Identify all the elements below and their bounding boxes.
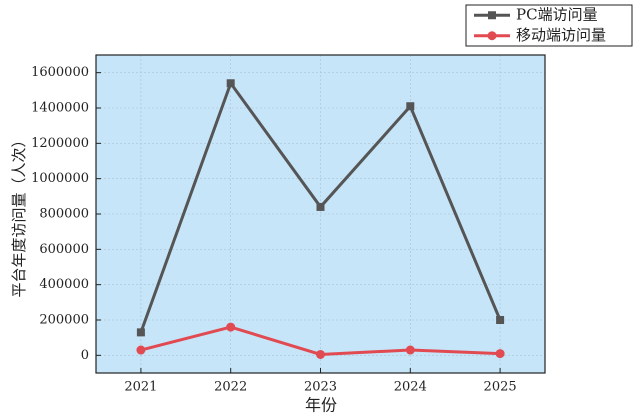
y-tick-label: 1400000: [31, 101, 89, 116]
y-tick-label: 1000000: [31, 171, 89, 186]
x-tick-label: 2023: [304, 380, 337, 395]
x-tick-label: 2024: [394, 380, 427, 395]
y-tick-label: 800000: [39, 207, 89, 222]
data-point: [226, 79, 235, 88]
legend-label: PC端访问量: [516, 5, 598, 23]
y-tick-label: 600000: [39, 242, 89, 257]
data-point: [226, 322, 236, 332]
x-tick-label: 2021: [124, 380, 157, 395]
legend-label: 移动端访问量: [516, 26, 606, 44]
y-tick-label: 1200000: [31, 136, 89, 151]
x-axis-label: 年份: [305, 396, 337, 415]
y-axis-label: 平台年度访问量（人次）: [10, 132, 28, 297]
data-point: [495, 349, 505, 359]
data-point: [136, 328, 145, 337]
data-point: [406, 102, 415, 111]
data-point: [316, 349, 325, 359]
data-point: [405, 345, 415, 355]
data-point: [496, 316, 505, 324]
legend-marker: [487, 31, 497, 41]
data-point: [136, 345, 146, 355]
y-tick-label: 400000: [39, 277, 89, 292]
plot-frame: [95, 54, 546, 374]
x-tick-label: 2025: [484, 380, 517, 395]
data-point: [316, 202, 325, 211]
x-tick-label: 2022: [214, 380, 247, 395]
y-tick-label: 0: [81, 348, 89, 363]
legend-marker: [488, 11, 496, 20]
y-tick-label: 1600000: [31, 65, 89, 80]
y-tick-label: 200000: [39, 313, 89, 328]
